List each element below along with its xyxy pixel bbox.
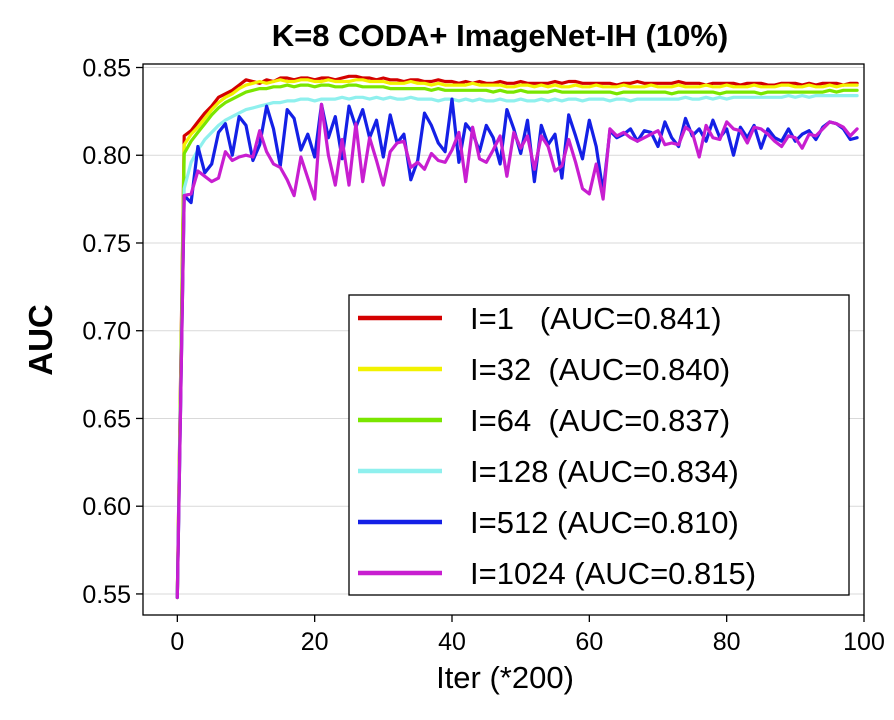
legend-label-i-1: I=1 (AUC=0.841) <box>470 301 722 336</box>
series-line-i-64 <box>175 83 859 600</box>
series-line-i-128 <box>175 93 859 600</box>
x-tick-label: 0 <box>170 628 184 656</box>
series-line-i-1 <box>175 74 859 600</box>
y-tick-label: 0.65 <box>82 405 131 433</box>
series-line-i-32 <box>175 78 859 600</box>
x-tick-label: 40 <box>438 628 466 656</box>
y-tick-label: 0.85 <box>82 55 131 83</box>
legend-label-i-32: I=32 (AUC=0.840) <box>470 352 730 387</box>
series-lines <box>175 74 859 600</box>
x-tick-label: 80 <box>713 628 741 656</box>
x-tick-label: 100 <box>843 628 885 656</box>
legend-box <box>348 294 850 596</box>
x-tick-label: 20 <box>301 628 329 656</box>
legend-label-i-64: I=64 (AUC=0.837) <box>470 403 730 438</box>
legend-label-i-512: I=512 (AUC=0.810) <box>470 505 739 540</box>
y-tick-label: 0.80 <box>82 142 131 170</box>
chart-title: K=8 CODA+ ImageNet-IH (10%) <box>272 18 729 53</box>
legend-label-i-1024: I=1024 (AUC=0.815) <box>470 556 756 591</box>
y-tick-label: 0.60 <box>82 493 131 521</box>
x-tick-label: 60 <box>575 628 603 656</box>
y-tick-label: 0.75 <box>82 230 131 258</box>
plot-frame <box>142 63 865 616</box>
x-axis-label: Iter (*200) <box>436 660 574 695</box>
y-axis-label: AUC <box>22 304 59 376</box>
axis-ticks: 0.55 0.60 0.65 0.70 0.75 0.80 0.85 0 20 40 60 80 100 <box>82 55 885 656</box>
y-tick-label: 0.55 <box>82 581 131 609</box>
series-line-i-1024 <box>175 102 859 600</box>
legend-label-i-128: I=128 (AUC=0.834) <box>470 454 739 489</box>
legend: I=1 (AUC=0.841) I=32 (AUC=0.840) I=64 (AUC… <box>348 294 850 596</box>
y-tick-label: 0.70 <box>82 318 131 346</box>
